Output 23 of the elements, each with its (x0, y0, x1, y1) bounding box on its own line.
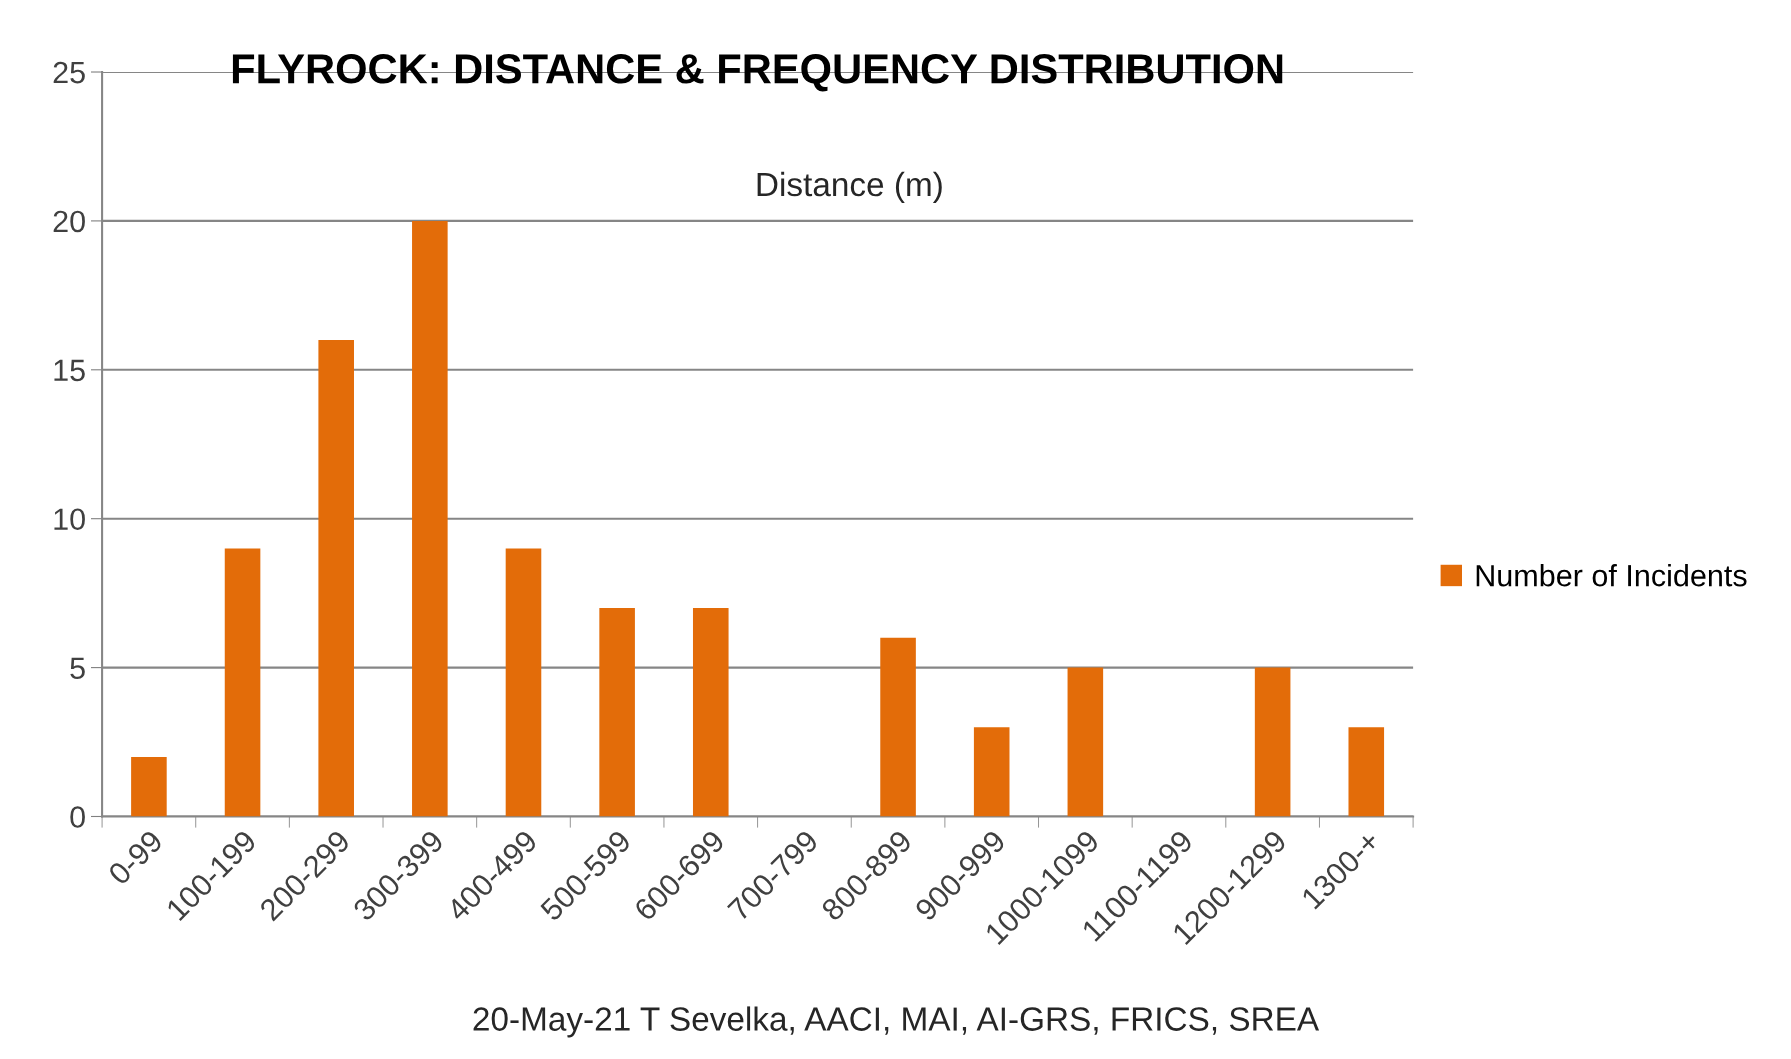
x-tick-label: 0-99 (107, 829, 164, 886)
bar (692, 608, 729, 817)
bar (505, 548, 542, 817)
y-tick-label: 0 (70, 806, 85, 828)
y-tick-label: 10 (54, 508, 85, 531)
bar (412, 220, 448, 817)
y-tick-label: 5 (70, 657, 85, 679)
bar (973, 727, 1010, 817)
bar (1067, 667, 1104, 817)
bar (880, 637, 916, 817)
bar (1348, 727, 1385, 817)
y-tick-label: 15 (54, 359, 85, 382)
bar (599, 608, 635, 817)
y-tick-label: 25 (53, 61, 85, 84)
chart-title: FLYROCK: DISTANCE & FREQUENCY DISTRIBUTION (232, 54, 1283, 92)
annotation: Distance (m) (757, 171, 942, 203)
bar (1254, 667, 1291, 817)
y-tick-label: 20 (53, 210, 85, 233)
legend-label: Number of Incidents (1476, 564, 1747, 587)
bar (318, 340, 354, 817)
text: 20-May-21 T Sevelka, AACI, MAI, AI-GRS, FRICS, SREA (473, 1006, 1320, 1038)
bar (131, 756, 167, 817)
bar (224, 548, 261, 817)
